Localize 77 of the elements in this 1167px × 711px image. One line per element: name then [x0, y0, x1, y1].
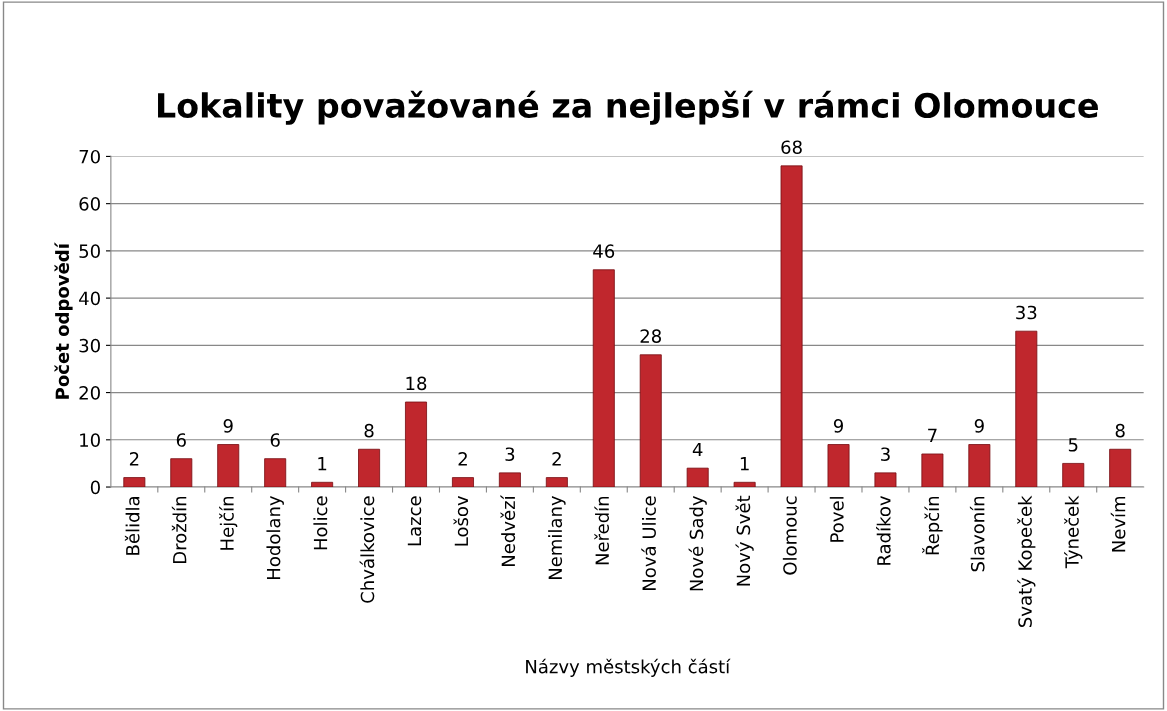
x-tick-label: Nevím — [1110, 496, 1126, 552]
bar — [311, 481, 334, 488]
bar — [1109, 448, 1132, 488]
y-tick-label: 20 — [79, 386, 100, 400]
data-label: 9 — [223, 419, 233, 433]
data-label: 4 — [692, 442, 703, 457]
x-tick-label: Svatý Kopeček — [1017, 495, 1036, 627]
bar — [451, 477, 474, 488]
data-label: 1 — [740, 457, 749, 471]
x-tick-label: Hodolany — [266, 495, 284, 579]
bar — [405, 401, 427, 488]
data-label: 1 — [318, 457, 327, 471]
data-label: 33 — [1016, 305, 1037, 320]
x-tick-label: Řepčín — [922, 496, 943, 555]
x-tick-label: Lošov — [453, 495, 469, 546]
x-tick-label: Povel — [829, 497, 844, 542]
data-label: 7 — [928, 428, 937, 442]
y-tick-label: 10 — [80, 433, 100, 447]
bar — [827, 444, 850, 488]
bar — [123, 477, 146, 488]
x-tick-label: Nové Sady — [688, 495, 707, 591]
x-tick-label: Lazce — [407, 496, 422, 546]
y-tick-label: 30 — [79, 338, 100, 353]
bar — [358, 448, 381, 488]
data-label: 2 — [129, 452, 139, 466]
bar — [264, 458, 287, 488]
bar — [170, 458, 193, 488]
data-label: 8 — [1115, 423, 1125, 438]
y-tick-label: 70 — [79, 149, 100, 164]
x-tick-label: Nemilany — [548, 495, 566, 580]
bar — [639, 354, 662, 488]
x-tick-label: Bělidla — [124, 497, 140, 555]
x-tick-label: Slavonín — [969, 496, 985, 572]
x-tick-label: Neředín — [594, 496, 610, 565]
data-label: 68 — [781, 140, 802, 155]
data-label: 46 — [593, 244, 615, 258]
bar — [968, 444, 991, 488]
data-label: 5 — [1068, 438, 1078, 452]
y-tick-label: 40 — [79, 291, 100, 306]
bar — [1015, 330, 1038, 488]
bar — [780, 165, 803, 488]
y-axis-title: Počet odpovědí — [54, 242, 73, 399]
data-label: 9 — [833, 419, 843, 433]
chart-title: Lokality považované za nejlepší v rámci Olomouce — [158, 90, 1098, 125]
bar — [498, 472, 521, 488]
bar — [1062, 463, 1085, 488]
bar — [217, 444, 240, 488]
data-label: 8 — [364, 423, 374, 438]
data-label: 28 — [640, 329, 661, 343]
data-label: 3 — [881, 447, 890, 462]
bar — [921, 453, 944, 488]
x-tick-label: Hejčín — [219, 496, 238, 550]
bar — [874, 472, 897, 488]
x-tick-label: Holice — [313, 496, 328, 550]
x-axis-title: Názvy městských částí — [526, 658, 731, 677]
bar — [686, 467, 709, 488]
x-tick-label: Droždín — [171, 496, 187, 563]
x-tick-label: Nedvězí — [500, 494, 516, 566]
x-tick-label: Olomouc — [782, 496, 797, 575]
y-tick-label: 50 — [79, 244, 100, 258]
x-tick-label: Nový Svět — [735, 495, 754, 586]
data-label: 6 — [270, 433, 280, 447]
x-tick-label: Chválkovice — [359, 496, 375, 603]
y-tick-label: 0 — [90, 480, 100, 495]
data-label: 6 — [176, 433, 186, 447]
bar — [545, 477, 568, 488]
data-label: 3 — [505, 447, 515, 462]
data-label: 2 — [552, 452, 561, 466]
data-label: 9 — [974, 419, 984, 433]
x-tick-label: Týneček — [1064, 495, 1083, 569]
data-label: 18 — [406, 376, 427, 391]
bar — [733, 481, 756, 488]
bar — [592, 269, 615, 488]
x-tick-label: Nová Ulice — [641, 496, 656, 590]
y-tick-label: 60 — [79, 197, 100, 211]
data-label: 2 — [458, 452, 467, 466]
x-tick-label: Radíkov — [876, 495, 891, 565]
